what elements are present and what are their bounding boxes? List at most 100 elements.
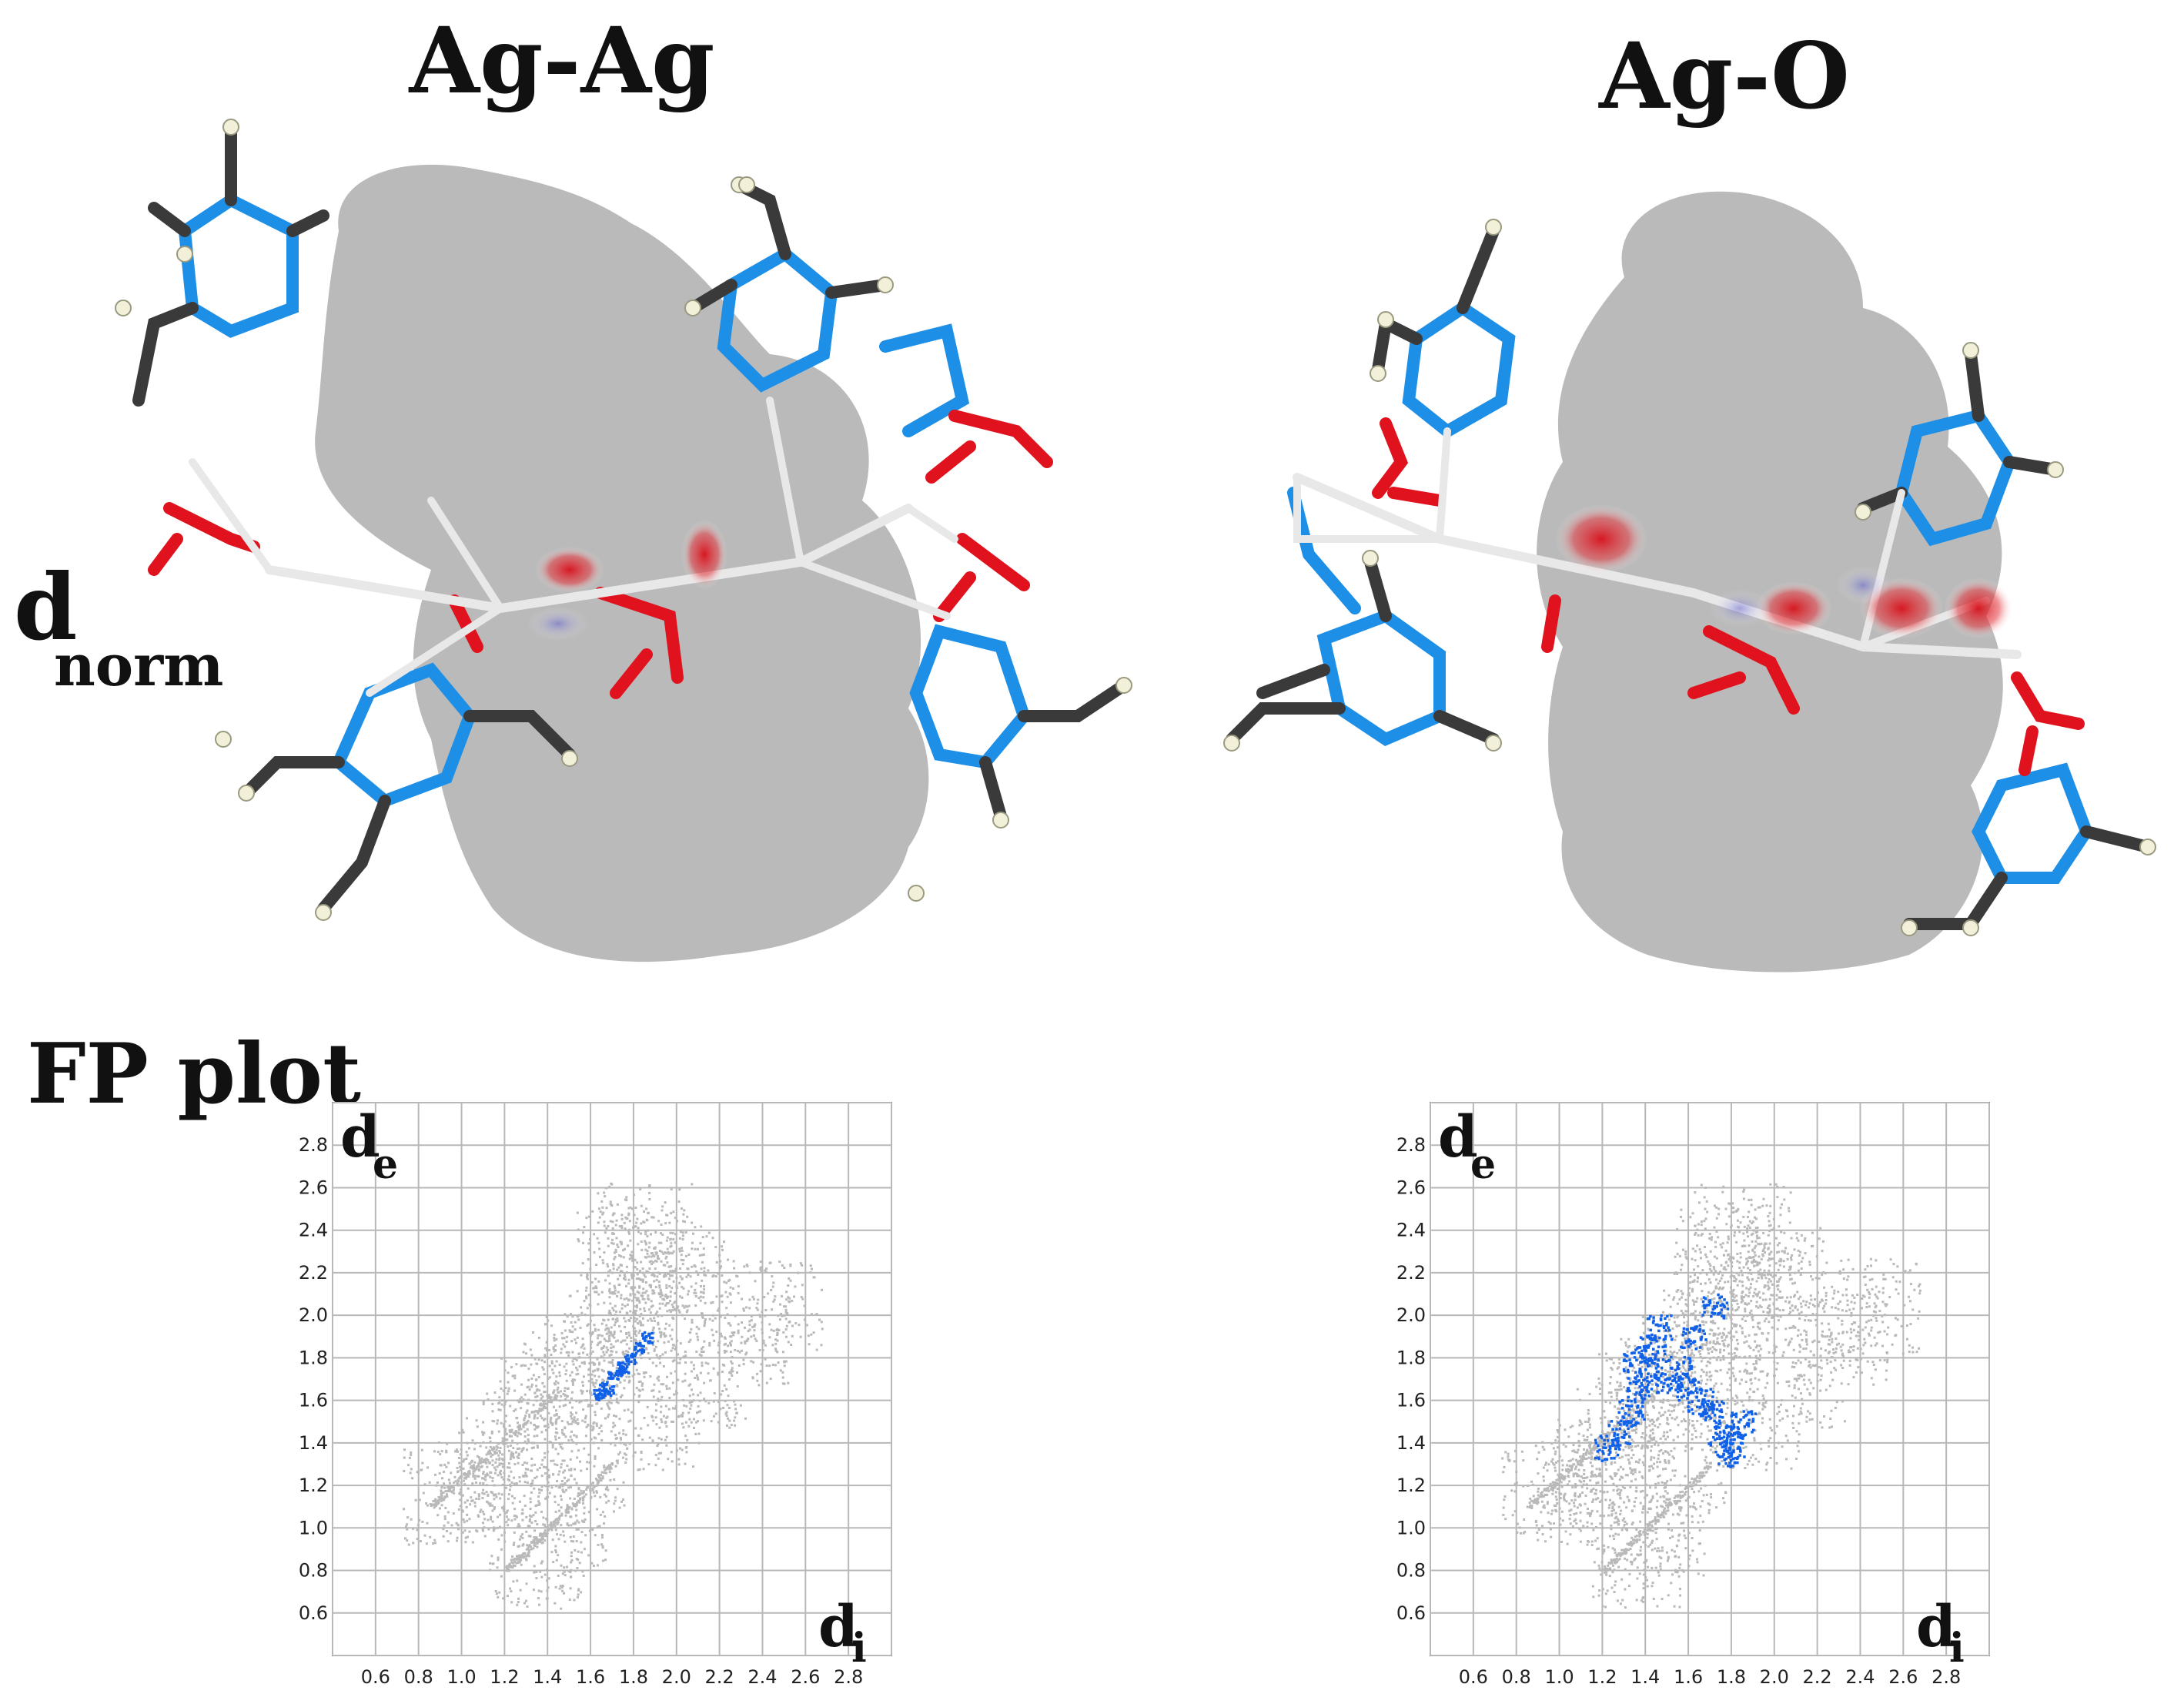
fp1-grey-point bbox=[1671, 1358, 1674, 1361]
fp1-grey-point bbox=[1749, 1347, 1752, 1350]
fp0-grey-point bbox=[547, 1426, 550, 1429]
fp0-grey-point bbox=[667, 1302, 670, 1305]
fp1-grey-point bbox=[1572, 1444, 1575, 1447]
fp1-grey-point bbox=[1599, 1392, 1602, 1395]
fp1-grey-point bbox=[1734, 1309, 1738, 1312]
fp0-grey-point bbox=[725, 1424, 728, 1427]
fp0-grey-point bbox=[612, 1309, 615, 1312]
fp0-grey-point bbox=[547, 1474, 550, 1477]
fp1-grey-point bbox=[1705, 1342, 1708, 1345]
fp1-grey-point bbox=[1625, 1376, 1628, 1379]
fp1-grey-point bbox=[1659, 1400, 1662, 1403]
fp1-grey-point bbox=[1691, 1299, 1694, 1302]
fp0-grey-point bbox=[658, 1286, 661, 1289]
fp1-grey-point bbox=[1648, 1465, 1651, 1468]
fp1-grey-point bbox=[1751, 1314, 1754, 1317]
fp0-grey-point bbox=[625, 1458, 628, 1461]
fp1-grey-point bbox=[1629, 1378, 1632, 1381]
fp1-grey-point bbox=[1683, 1321, 1686, 1324]
fp0-grey-point bbox=[521, 1536, 524, 1539]
fp0-grey-point bbox=[670, 1241, 673, 1244]
fp1-grey-point bbox=[1613, 1503, 1616, 1506]
fp0-grey-point bbox=[807, 1334, 810, 1337]
fp1-grey-point bbox=[1691, 1385, 1694, 1388]
fp0-grey-point bbox=[542, 1368, 545, 1371]
fp0-grey-point bbox=[631, 1289, 634, 1292]
fp0-grey-point bbox=[546, 1579, 549, 1582]
fp0-grey-point bbox=[623, 1317, 626, 1320]
fp0-grey-point bbox=[759, 1370, 762, 1373]
fp0-grey-point bbox=[607, 1361, 610, 1364]
fp0-grey-point bbox=[545, 1428, 548, 1431]
fp0-grey-point bbox=[593, 1363, 596, 1366]
fp1-grey-point bbox=[1600, 1445, 1604, 1448]
fp1-grey-point bbox=[1776, 1307, 1779, 1311]
fp0-grey-point bbox=[572, 1505, 575, 1508]
fp0-grey-point bbox=[628, 1257, 631, 1260]
fp0-grey-point bbox=[629, 1310, 632, 1313]
fp0-grey-point bbox=[549, 1398, 552, 1401]
fp1-grey-point bbox=[1617, 1417, 1620, 1420]
fp0-grey-point bbox=[681, 1380, 684, 1383]
fp0-grey-point bbox=[600, 1474, 603, 1477]
fp1-grey-point bbox=[1556, 1429, 1559, 1432]
fp1-grey-point bbox=[1780, 1230, 1783, 1234]
fp1-grey-point bbox=[1617, 1407, 1620, 1410]
fp0-grey-point bbox=[651, 1252, 654, 1255]
fp0-grey-point bbox=[653, 1348, 656, 1351]
fp0-grey-point bbox=[559, 1515, 562, 1518]
fp0-grey-point bbox=[565, 1362, 568, 1365]
fp0-grey-point bbox=[564, 1508, 567, 1512]
fp0-grey-point bbox=[542, 1400, 545, 1403]
fp0-grey-point bbox=[595, 1379, 598, 1382]
fp0-blue-point bbox=[633, 1358, 637, 1362]
fp0-grey-point bbox=[678, 1250, 681, 1253]
fp0-grey-point bbox=[620, 1307, 624, 1310]
fp1-grey-point bbox=[1612, 1482, 1615, 1485]
fp0-grey-point bbox=[602, 1370, 605, 1373]
fp1-grey-point bbox=[1672, 1355, 1675, 1358]
fp0-grey-point bbox=[446, 1530, 449, 1533]
fp1-grey-point bbox=[1721, 1336, 1724, 1339]
fp1-grey-point bbox=[1745, 1303, 1748, 1306]
fp1-grey-point bbox=[1794, 1306, 1797, 1309]
fp1-grey-point bbox=[1575, 1484, 1578, 1487]
fp0-blue-point bbox=[606, 1381, 609, 1384]
fp0-grey-point bbox=[620, 1438, 623, 1441]
fp1-grey-point bbox=[1603, 1410, 1606, 1413]
fp0-grey-point bbox=[779, 1303, 782, 1306]
fp1-grey-point bbox=[1661, 1323, 1664, 1326]
fp1-grey-point bbox=[1609, 1401, 1612, 1404]
fp0-grey-point bbox=[493, 1498, 496, 1501]
fp1-grey-point bbox=[1758, 1344, 1761, 1348]
fp0-grey-point bbox=[549, 1420, 552, 1423]
fp0-grey-point bbox=[481, 1528, 484, 1531]
fp0-grey-point bbox=[510, 1451, 513, 1454]
fp1-grey-point bbox=[1580, 1481, 1583, 1484]
fp0-grey-point bbox=[477, 1456, 480, 1459]
fp0-grey-point bbox=[727, 1407, 731, 1410]
fp1-grey-point bbox=[1775, 1307, 1778, 1311]
fp0-grey-point bbox=[567, 1351, 570, 1354]
fp1-grey-point bbox=[1507, 1458, 1510, 1461]
fp0-grey-point bbox=[477, 1475, 480, 1478]
fp0-grey-point bbox=[721, 1245, 724, 1248]
fp0-grey-point bbox=[489, 1475, 492, 1478]
fp0-grey-point bbox=[671, 1344, 674, 1347]
fp0-grey-point bbox=[673, 1270, 676, 1273]
fp0-grey-point bbox=[734, 1416, 737, 1419]
fp1-grey-point bbox=[1598, 1381, 1601, 1384]
fp0-grey-point bbox=[610, 1204, 614, 1207]
fp0-grey-point bbox=[579, 1326, 582, 1329]
fp0-blue-point bbox=[641, 1332, 644, 1336]
fp1-grey-point bbox=[1573, 1512, 1576, 1515]
fp0-grey-point bbox=[507, 1387, 510, 1390]
fp0-grey-point bbox=[515, 1417, 518, 1420]
fp0-grey-point bbox=[661, 1421, 664, 1424]
fp0-grey-point bbox=[610, 1350, 613, 1353]
fp0-grey-point bbox=[647, 1298, 651, 1301]
fp0-grey-point bbox=[586, 1273, 589, 1276]
fp0-grey-point bbox=[661, 1302, 664, 1305]
dnorm-spots-right bbox=[1555, 504, 2013, 639]
fp0-grey-point bbox=[704, 1318, 707, 1321]
